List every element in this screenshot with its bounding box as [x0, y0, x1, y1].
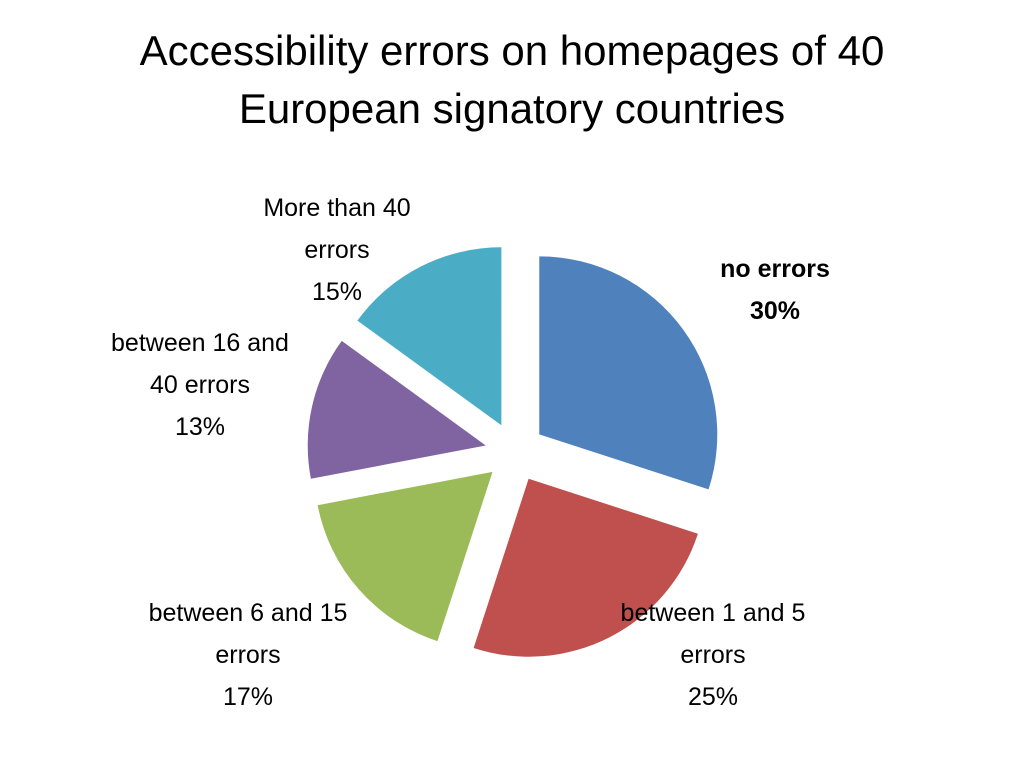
category-label: between 1 and 5 errors — [620, 599, 806, 669]
value-label: 17% — [222, 683, 274, 711]
value-label: 25% — [687, 683, 739, 711]
pie-slice — [307, 340, 486, 479]
pie-slice — [357, 247, 502, 426]
slice-label: between 6 and 15 errors 17% — [148, 592, 348, 718]
category-label: between 6 and 15 errors — [148, 599, 348, 669]
value-label: 13% — [174, 413, 226, 441]
category-label: no errors — [720, 255, 830, 283]
value-label: 30% — [749, 297, 801, 325]
slice-label: no errors 30% — [700, 248, 850, 332]
slice-label: between 1 and 5 errors 25% — [613, 592, 813, 718]
pie-slice — [539, 256, 718, 490]
slice-label: More than 40 errors 15% — [237, 187, 437, 313]
category-label: More than 40 errors — [263, 194, 411, 264]
pie-slice — [317, 471, 493, 642]
category-label: between 16 and 40 errors — [111, 329, 289, 399]
chart-title: Accessibility errors on homepages of 40 … — [139, 27, 885, 132]
value-label: 15% — [311, 278, 363, 306]
slice-label: between 16 and 40 errors 13% — [100, 322, 300, 448]
pie-slice — [473, 478, 698, 657]
